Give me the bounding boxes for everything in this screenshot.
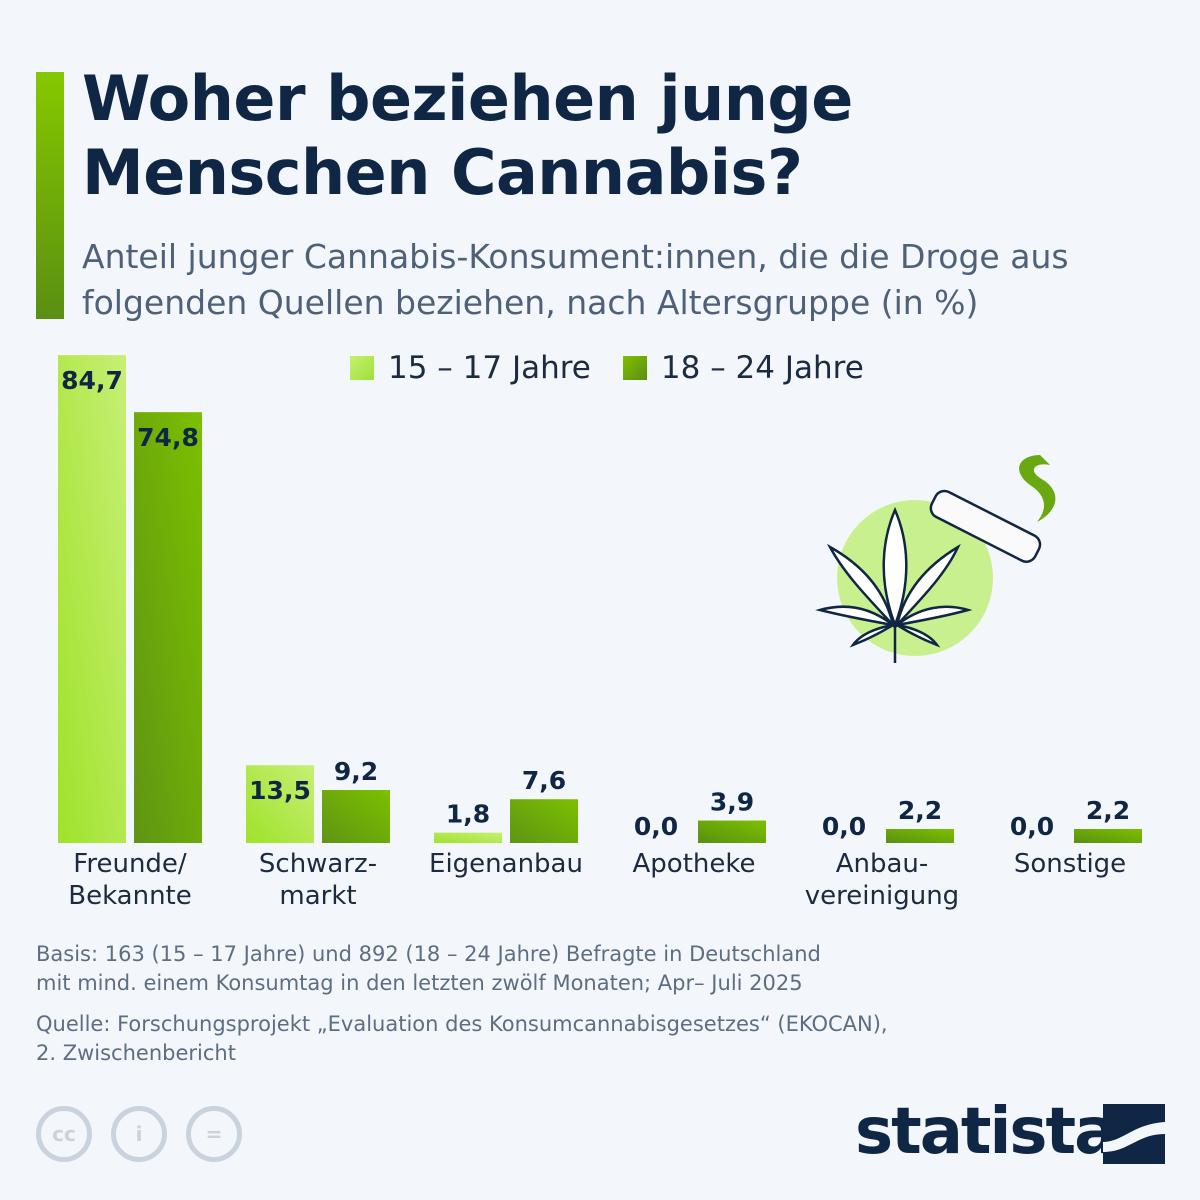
category-label: vereinigung xyxy=(805,881,959,911)
bar-18-24 xyxy=(1074,829,1142,843)
accent-bar xyxy=(36,72,64,319)
subtitle-line: folgenden Quellen beziehen, nach Altersg… xyxy=(82,283,979,322)
data-label: 1,8 xyxy=(446,800,490,829)
data-label: 2,2 xyxy=(1086,796,1130,825)
bar-15-17 xyxy=(246,765,314,843)
data-label: 9,2 xyxy=(334,757,378,786)
data-label: 74,8 xyxy=(137,423,199,452)
data-label: 0,0 xyxy=(1010,812,1054,841)
category-label: Eigenanbau xyxy=(429,849,583,879)
legend-label: 15 – 17 Jahre xyxy=(388,350,591,386)
brand-name: statista xyxy=(855,1095,1117,1169)
category-label: markt xyxy=(279,881,356,911)
attribution-icon[interactable]: i xyxy=(111,1106,167,1162)
subtitle-line: Anteil junger Cannabis-Konsument:innen, … xyxy=(82,237,1069,276)
legend-item: 15 – 17 Jahre xyxy=(350,350,591,386)
basis-note: Basis: 163 (15 – 17 Jahre) und 892 (18 –… xyxy=(36,940,821,998)
category-label: Bekannte xyxy=(68,881,192,911)
category-label: Anbau- xyxy=(836,849,929,879)
data-label: 0,0 xyxy=(634,812,678,841)
cc-icon[interactable]: cc xyxy=(36,1106,92,1162)
data-label: 13,5 xyxy=(249,776,311,805)
title-line: Menschen Cannabis? xyxy=(82,136,803,209)
cigarette-icon xyxy=(929,489,1042,563)
category-label: Sonstige xyxy=(1014,849,1126,879)
source-line: Quelle: Forschungsprojekt „Evaluation de… xyxy=(36,1012,888,1036)
basis-line: mit mind. einem Konsumtag in den letzten… xyxy=(36,971,803,995)
legend: 15 – 17 Jahre 18 – 24 Jahre xyxy=(350,350,896,386)
chart-subtitle: Anteil junger Cannabis-Konsument:innen, … xyxy=(82,234,1182,326)
no-derivatives-icon[interactable]: = xyxy=(186,1106,242,1162)
category-label: Apotheke xyxy=(633,849,756,879)
legend-swatch xyxy=(622,356,647,380)
statista-logo-icon xyxy=(1103,1104,1165,1164)
chart-title: Woher beziehen junge Menschen Cannabis? xyxy=(82,62,853,210)
legend-item: 18 – 24 Jahre xyxy=(622,350,864,386)
source-note: Quelle: Forschungsprojekt „Evaluation de… xyxy=(36,1010,888,1068)
smoke-icon xyxy=(1019,455,1056,522)
bar-18-24 xyxy=(698,820,766,843)
data-label: 2,2 xyxy=(898,796,942,825)
cannabis-illustration xyxy=(815,455,1056,663)
category-label: Schwarz- xyxy=(259,849,377,879)
data-label: 0,0 xyxy=(822,812,866,841)
basis-line: Basis: 163 (15 – 17 Jahre) und 892 (18 –… xyxy=(36,942,821,966)
title-line: Woher beziehen junge xyxy=(82,62,853,135)
bar-18-24 xyxy=(322,790,390,843)
data-label: 3,9 xyxy=(710,788,754,817)
bar-18-24 xyxy=(134,412,202,843)
data-label: 84,7 xyxy=(61,366,123,395)
bar-15-17 xyxy=(434,832,502,843)
bar-15-17 xyxy=(58,355,126,843)
category-label: Freunde/ xyxy=(73,849,187,879)
bar-18-24 xyxy=(510,799,578,843)
legend-label: 18 – 24 Jahre xyxy=(660,350,864,386)
source-line: 2. Zwischenbericht xyxy=(36,1041,236,1065)
bar-18-24 xyxy=(886,829,954,843)
cannabis-leaf-icon xyxy=(815,506,973,663)
data-label: 7,6 xyxy=(522,766,566,795)
legend-swatch xyxy=(350,356,374,380)
statista-logo[interactable]: statista xyxy=(855,1095,1117,1169)
